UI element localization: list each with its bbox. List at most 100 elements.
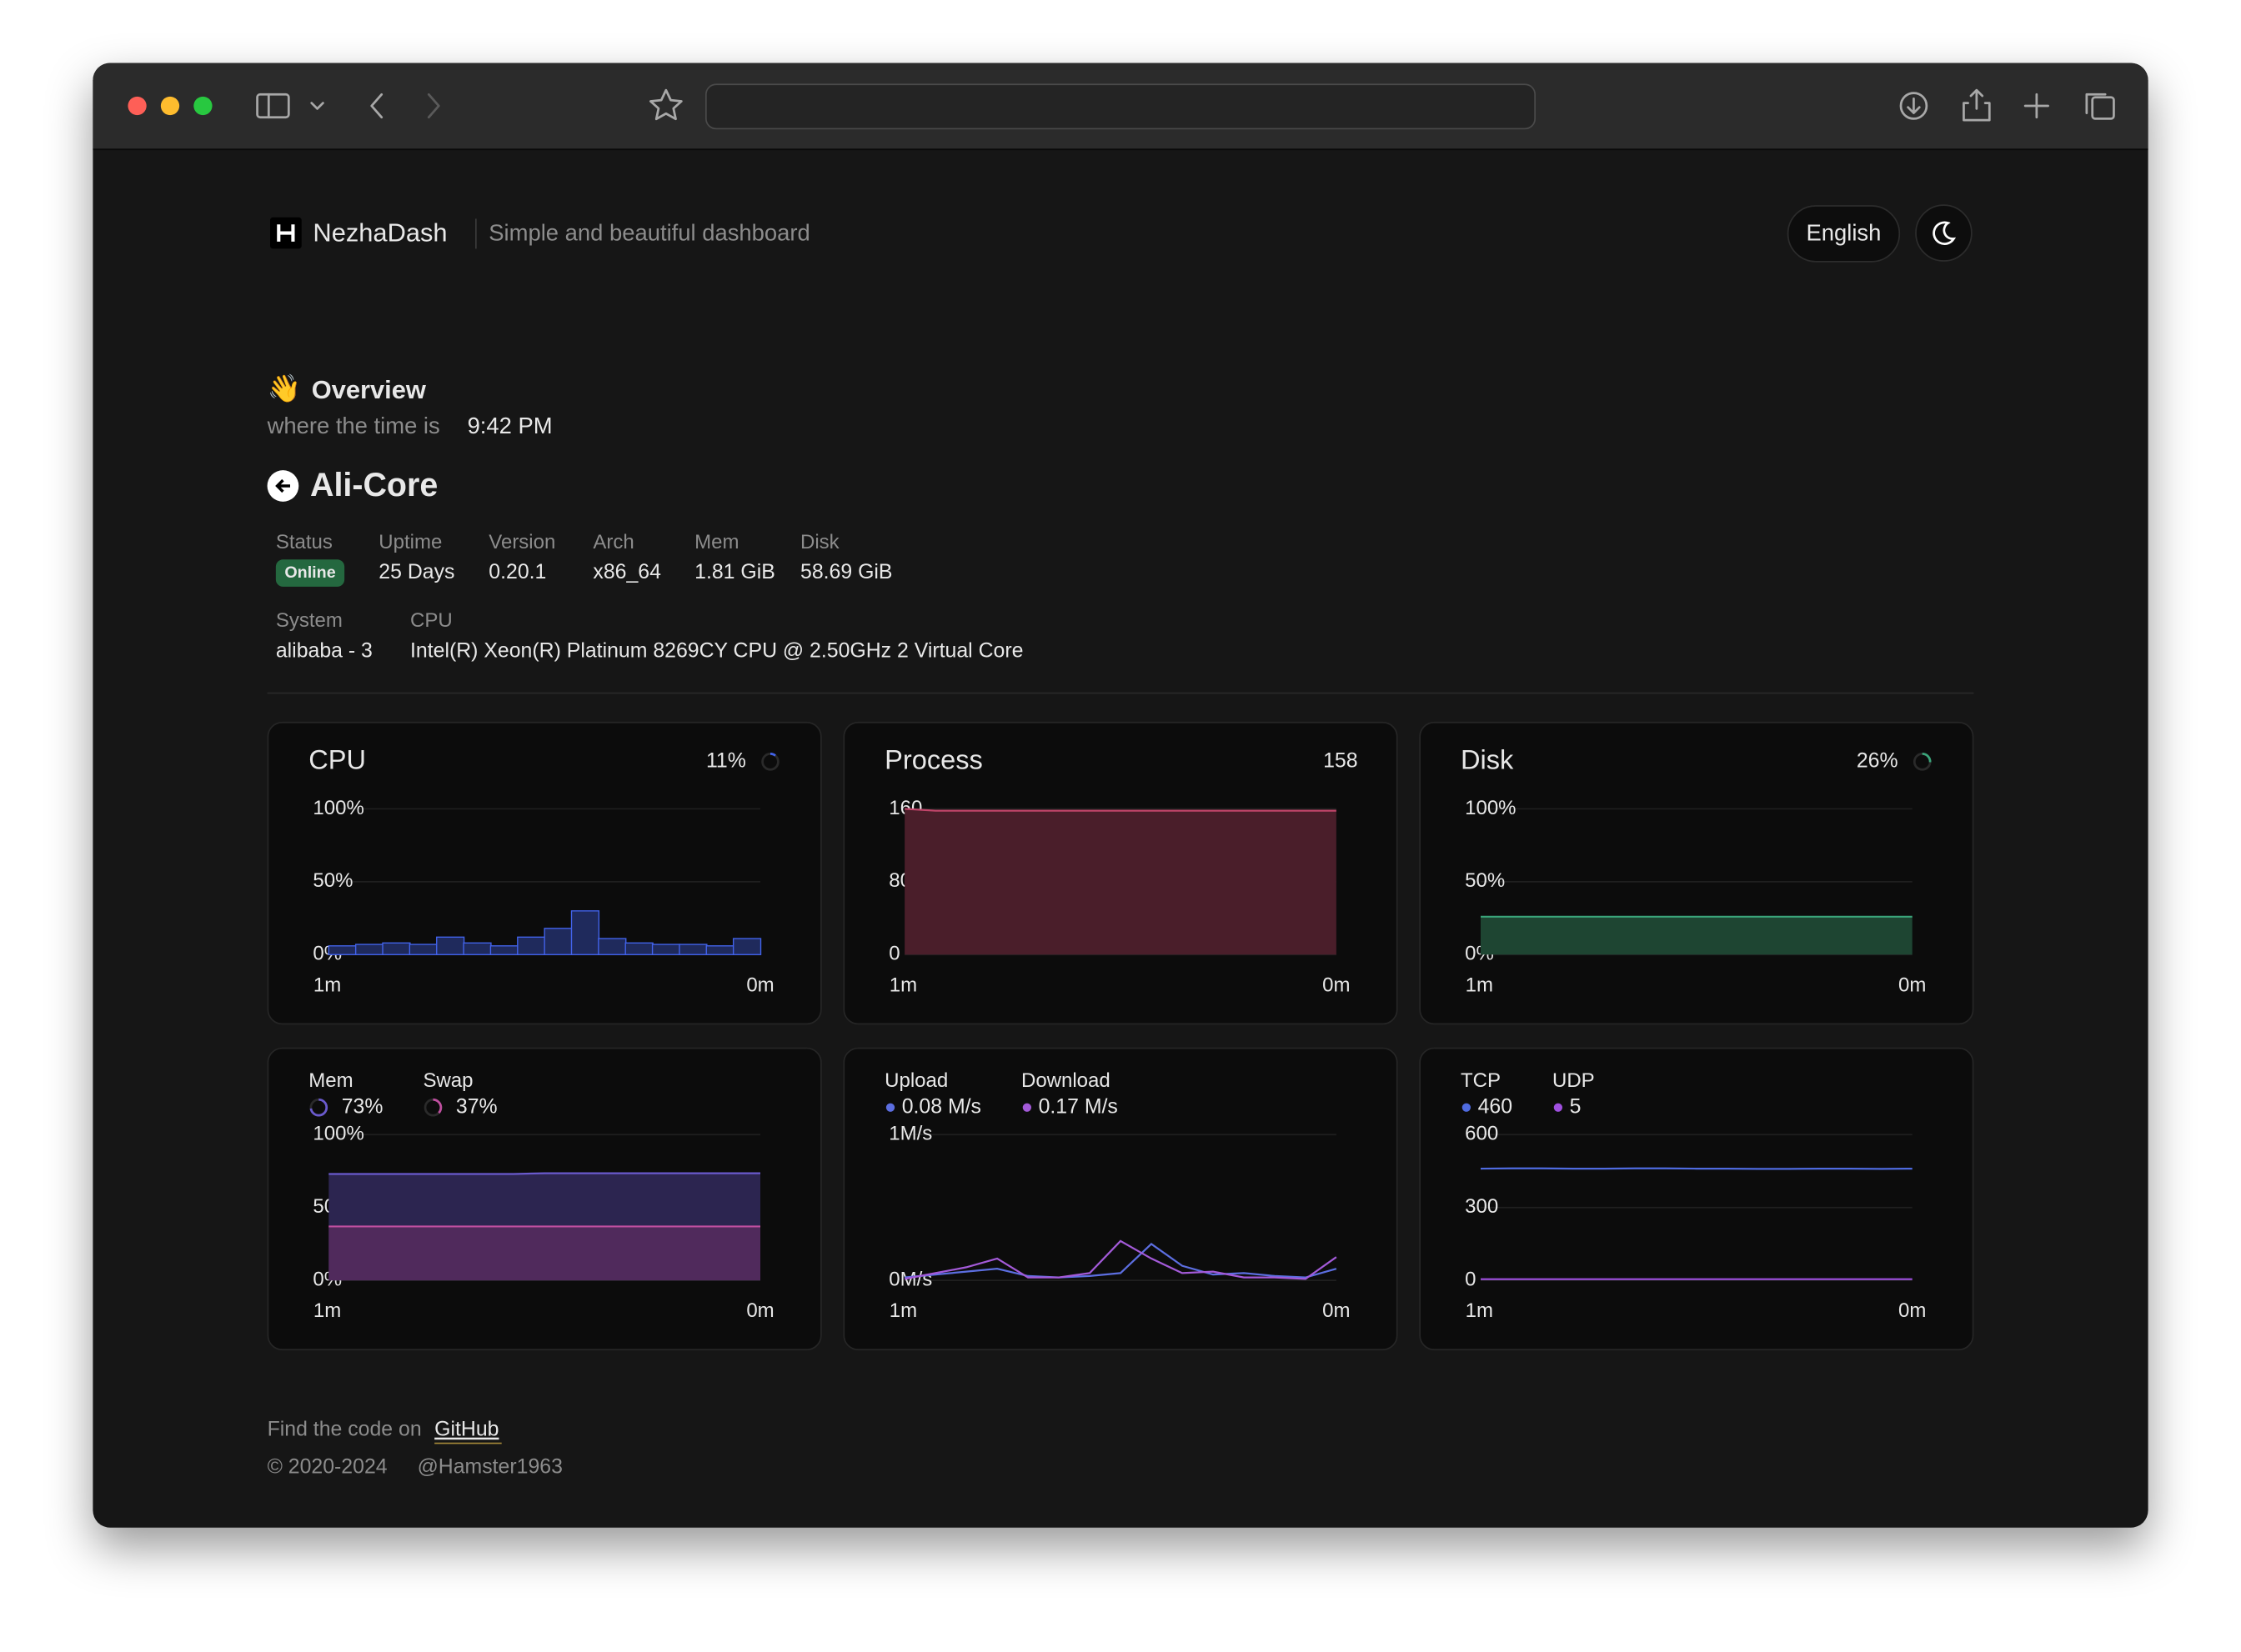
step-bar	[409, 944, 438, 955]
detail-value: 58.69 GiB	[800, 561, 893, 583]
y-tick-label: 300	[1465, 1195, 1498, 1218]
detail-value: 1.81 GiB	[694, 561, 775, 583]
brand[interactable]: NezhaDash	[313, 218, 447, 247]
x-tick-label: 0m	[746, 1299, 774, 1322]
ring-value	[770, 753, 776, 757]
language-label[interactable]: English	[1806, 220, 1881, 246]
x-tick-label: 0m	[1898, 1299, 1926, 1322]
detail-label: Uptime	[379, 531, 442, 553]
new-tab-button[interactable]	[2023, 93, 2049, 119]
y-tick-label: 100%	[1465, 797, 1516, 819]
brand-logo-mark	[277, 224, 295, 242]
x-tick-label: 1m	[890, 974, 917, 996]
x-tick-label: 1m	[313, 974, 341, 996]
step-bar	[436, 936, 465, 955]
series-line	[905, 808, 1336, 812]
server-name: Ali-Core	[310, 467, 438, 503]
close-button[interactable]	[128, 96, 147, 116]
detail-value: Intel(R) Xeon(R) Platinum 8269CY CPU @ 2…	[410, 639, 1023, 662]
step-bar	[354, 944, 384, 955]
overview-title: Overview	[312, 375, 427, 404]
step-bar	[517, 936, 546, 955]
area-fill	[905, 808, 1336, 955]
copyright: © 2020-2024	[268, 1455, 388, 1478]
x-tick-label: 0m	[1322, 1299, 1350, 1322]
y-tick-label: 100%	[313, 1123, 363, 1145]
step-bar	[489, 945, 519, 955]
legend-value: 37%	[456, 1095, 498, 1118]
legend-name: Download	[1021, 1069, 1110, 1092]
y-tick-label: 50%	[313, 869, 353, 892]
legend-name: Mem	[308, 1069, 353, 1092]
tabs-button[interactable]	[2085, 93, 2115, 120]
ring-value	[1922, 753, 1932, 763]
detail-label: Arch	[593, 531, 634, 553]
x-tick-label: 0m	[1322, 974, 1350, 996]
sidebar-button[interactable]	[256, 93, 290, 119]
step-bar	[598, 938, 627, 955]
step-bar	[651, 944, 681, 955]
legend-value: 0.17 M/s	[1039, 1095, 1118, 1118]
step-bar	[463, 942, 492, 955]
step-bar	[732, 938, 762, 955]
status-value: Online	[284, 563, 335, 582]
chart-card	[1419, 1047, 1974, 1351]
x-tick-label: 1m	[313, 1299, 341, 1322]
ring-value	[309, 1098, 328, 1117]
chart-title: Disk	[1461, 744, 1514, 774]
area-fill	[328, 1226, 760, 1281]
detail-value: 0.20.1	[489, 561, 546, 583]
legend-dot	[1553, 1103, 1563, 1112]
ring-value	[433, 1098, 443, 1114]
author: @Hamster1963	[418, 1455, 563, 1478]
zoom-button[interactable]	[193, 96, 213, 116]
status-badge	[275, 559, 345, 587]
step-bar	[624, 942, 654, 955]
chart-card	[843, 1047, 1398, 1351]
legend-name: Swap	[423, 1069, 473, 1092]
step-bar	[570, 910, 600, 955]
y-tick-label: 1M/s	[889, 1123, 932, 1145]
area-fill	[1481, 916, 1913, 955]
bookmark-button[interactable]	[649, 88, 683, 121]
address-bar[interactable]	[705, 83, 1536, 130]
step-bar	[679, 944, 708, 955]
legend-value: 73%	[342, 1095, 384, 1118]
x-tick-label: 0m	[1898, 974, 1926, 996]
back-button[interactable]	[370, 93, 384, 119]
forward-button[interactable]	[427, 93, 440, 119]
detail-label: Status	[276, 531, 333, 553]
legend-dot	[1461, 1103, 1471, 1112]
share-button[interactable]	[1963, 88, 1991, 122]
series-line	[904, 1239, 1337, 1280]
minimize-button[interactable]	[160, 96, 180, 116]
chart-title: CPU	[308, 744, 366, 774]
detail-label: Disk	[800, 531, 840, 553]
y-tick-label: 0	[889, 943, 900, 965]
legend-name: TCP	[1461, 1069, 1501, 1092]
chart-title: Process	[885, 744, 983, 774]
language-button[interactable]	[1787, 205, 1901, 263]
legend-value: 0.08 M/s	[902, 1095, 981, 1118]
chart-current: 11%	[706, 749, 746, 772]
detail-label: Mem	[694, 531, 739, 553]
step-bar	[705, 945, 734, 955]
y-tick-label: 0	[1465, 1268, 1476, 1290]
step-bar	[544, 928, 573, 955]
tab-menu-button[interactable]	[310, 102, 324, 110]
legend-name: UDP	[1552, 1069, 1595, 1092]
x-tick-label: 1m	[1466, 1299, 1493, 1322]
back-arrow	[275, 478, 290, 493]
footer-text: Find the code on	[268, 1419, 422, 1441]
detail-value: x86_64	[593, 561, 661, 583]
step-bar	[328, 945, 357, 955]
legend-dot	[885, 1103, 895, 1112]
series-line	[905, 1242, 1337, 1279]
detail-label: Version	[489, 531, 555, 553]
legend-name: Upload	[885, 1069, 948, 1092]
y-tick-label: 600	[1465, 1123, 1498, 1145]
download-button[interactable]	[1899, 92, 1928, 120]
github-link[interactable]: GitHub	[434, 1419, 499, 1441]
